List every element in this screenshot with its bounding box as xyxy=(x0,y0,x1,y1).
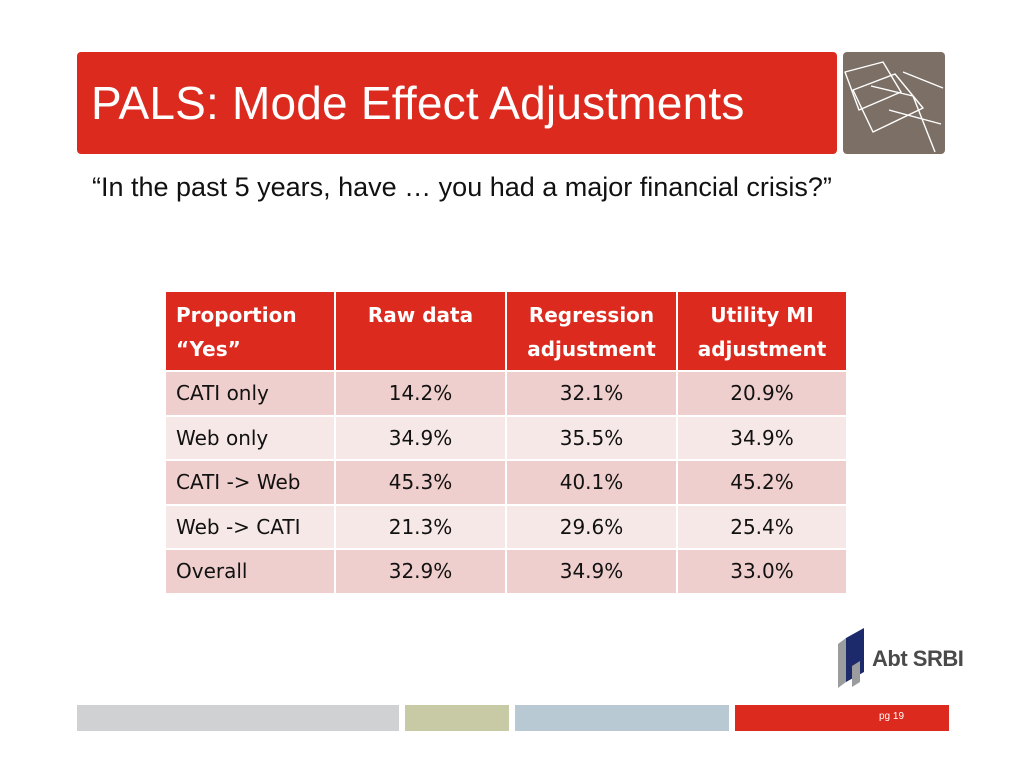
raw-data-cell: 14.2% xyxy=(334,370,507,417)
decorative-lines-icon xyxy=(844,61,944,153)
logo-mark-icon xyxy=(838,628,864,688)
row-label: Web only xyxy=(164,414,336,461)
regression-cell: 40.1% xyxy=(505,459,678,506)
table-header-row: Proportion “Yes” Raw data Regression adj… xyxy=(164,290,848,372)
logo-text: Abt SRBI xyxy=(872,646,964,671)
table-row: CATI only 14.2% 32.1% 20.9% xyxy=(164,370,848,417)
header-regression-adjustment: Regression adjustment xyxy=(505,290,678,372)
row-label: CATI -> Web xyxy=(164,459,336,506)
page-number: pg 19 xyxy=(879,711,905,722)
regression-cell: 29.6% xyxy=(505,503,678,550)
table-row: Web only 34.9% 35.5% 34.9% xyxy=(164,414,848,461)
raw-data-cell: 21.3% xyxy=(334,503,507,550)
header-utility-mi-adjustment: Utility MI adjustment xyxy=(676,290,848,372)
survey-question: “In the past 5 years, have … you had a m… xyxy=(92,172,832,202)
company-logo: Abt SRBI xyxy=(838,626,964,688)
title-banner: PALS: Mode Effect Adjustments xyxy=(77,52,837,154)
decorative-lines-graphic xyxy=(843,52,945,154)
row-label: CATI only xyxy=(164,370,336,417)
utility-mi-cell: 45.2% xyxy=(676,459,848,506)
utility-mi-cell: 20.9% xyxy=(676,370,848,417)
table-row: CATI -> Web 45.3% 40.1% 45.2% xyxy=(164,459,848,506)
table-row: Overall 32.9% 34.9% 33.0% xyxy=(164,548,848,595)
results-table: Proportion “Yes” Raw data Regression adj… xyxy=(164,290,848,595)
header-proportion-yes: Proportion “Yes” xyxy=(164,290,336,372)
raw-data-cell: 34.9% xyxy=(334,414,507,461)
header-raw-data: Raw data xyxy=(334,290,507,372)
footer-bar-blue xyxy=(515,705,729,731)
regression-cell: 34.9% xyxy=(505,548,678,595)
table-row: Web -> CATI 21.3% 29.6% 25.4% xyxy=(164,503,848,550)
raw-data-cell: 32.9% xyxy=(334,548,507,595)
footer-bar-gray xyxy=(77,705,399,731)
regression-cell: 32.1% xyxy=(505,370,678,417)
utility-mi-cell: 33.0% xyxy=(676,548,848,595)
footer-bar-olive xyxy=(405,705,509,731)
footer-bar-red xyxy=(735,705,949,731)
slide-title: PALS: Mode Effect Adjustments xyxy=(91,77,745,129)
regression-cell: 35.5% xyxy=(505,414,678,461)
row-label: Overall xyxy=(164,548,336,595)
raw-data-cell: 45.3% xyxy=(334,459,507,506)
utility-mi-cell: 25.4% xyxy=(676,503,848,550)
utility-mi-cell: 34.9% xyxy=(676,414,848,461)
row-label: Web -> CATI xyxy=(164,503,336,550)
